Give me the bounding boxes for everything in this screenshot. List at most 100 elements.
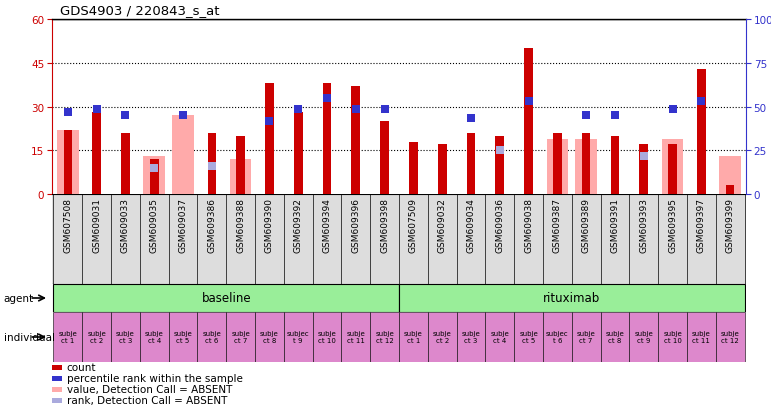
Bar — [380, 122, 389, 195]
Text: subje
ct 6: subje ct 6 — [203, 331, 221, 344]
Text: value, Detection Call = ABSENT: value, Detection Call = ABSENT — [66, 385, 232, 394]
Bar — [553, 133, 562, 195]
Bar — [172, 116, 194, 195]
Bar — [255, 312, 284, 362]
Text: GSM609393: GSM609393 — [639, 197, 648, 252]
Bar — [93, 113, 101, 195]
Bar — [197, 312, 226, 362]
Bar — [524, 49, 533, 195]
Bar — [323, 84, 332, 195]
Bar — [53, 284, 399, 312]
Text: subje
ct 7: subje ct 7 — [231, 331, 250, 344]
Bar — [226, 312, 255, 362]
Bar — [342, 312, 370, 362]
Bar — [547, 139, 568, 195]
Text: subje
ct 7: subje ct 7 — [577, 331, 595, 344]
Text: subje
ct 8: subje ct 8 — [260, 331, 279, 344]
Bar — [514, 312, 543, 362]
Text: GSM609391: GSM609391 — [611, 197, 619, 252]
Bar — [399, 312, 428, 362]
Text: subje
ct 9: subje ct 9 — [635, 331, 653, 344]
Text: GSM609031: GSM609031 — [93, 197, 101, 252]
Text: subje
ct 2: subje ct 2 — [87, 331, 106, 344]
Text: subje
ct 11: subje ct 11 — [346, 331, 365, 344]
Text: baseline: baseline — [201, 292, 251, 305]
Text: rank, Detection Call = ABSENT: rank, Detection Call = ABSENT — [66, 396, 227, 406]
Text: GSM609390: GSM609390 — [265, 197, 274, 252]
Text: subje
ct 3: subje ct 3 — [116, 331, 135, 344]
Bar — [53, 312, 82, 362]
Text: subje
ct 1: subje ct 1 — [404, 331, 423, 344]
Bar — [111, 312, 140, 362]
Bar — [543, 312, 572, 362]
Bar — [697, 69, 705, 195]
Text: subjec
t 9: subjec t 9 — [287, 331, 309, 344]
Text: count: count — [66, 363, 96, 373]
Text: GDS4903 / 220843_s_at: GDS4903 / 220843_s_at — [59, 4, 219, 17]
Text: individual: individual — [4, 332, 55, 342]
Bar — [582, 133, 591, 195]
Bar — [52, 376, 62, 381]
Bar — [496, 136, 504, 195]
Text: subjec
t 6: subjec t 6 — [546, 331, 569, 344]
Bar — [486, 312, 514, 362]
Text: GSM609034: GSM609034 — [466, 197, 476, 252]
Text: subje
ct 3: subje ct 3 — [462, 331, 480, 344]
Bar — [726, 186, 735, 195]
Bar — [409, 142, 418, 195]
Bar — [230, 159, 251, 195]
Bar — [121, 133, 130, 195]
Text: GSM609397: GSM609397 — [697, 197, 706, 252]
Text: GSM609395: GSM609395 — [668, 197, 677, 252]
Bar — [52, 365, 62, 370]
Bar — [52, 387, 62, 392]
Text: subje
ct 5: subje ct 5 — [519, 331, 538, 344]
Bar — [82, 312, 111, 362]
Text: GSM609038: GSM609038 — [524, 197, 533, 252]
Bar — [456, 312, 486, 362]
Bar — [352, 87, 360, 195]
Text: GSM607508: GSM607508 — [63, 197, 72, 252]
Text: GSM609394: GSM609394 — [322, 197, 332, 252]
Text: subje
ct 1: subje ct 1 — [59, 331, 77, 344]
Text: GSM609036: GSM609036 — [495, 197, 504, 252]
Text: GSM609037: GSM609037 — [179, 197, 187, 252]
Text: GSM609392: GSM609392 — [294, 197, 303, 252]
Text: percentile rank within the sample: percentile rank within the sample — [66, 374, 242, 384]
Bar — [601, 312, 629, 362]
Bar — [572, 312, 601, 362]
Bar — [662, 139, 683, 195]
Text: subje
ct 12: subje ct 12 — [375, 331, 394, 344]
Bar — [312, 312, 342, 362]
Text: subje
ct 8: subje ct 8 — [605, 331, 625, 344]
Bar — [370, 312, 399, 362]
Text: subje
ct 11: subje ct 11 — [692, 331, 711, 344]
Text: subje
ct 2: subje ct 2 — [433, 331, 452, 344]
Bar — [466, 133, 475, 195]
Bar — [639, 145, 648, 195]
Bar — [294, 113, 302, 195]
Bar — [207, 133, 216, 195]
Text: GSM609398: GSM609398 — [380, 197, 389, 252]
Bar — [611, 136, 619, 195]
Bar — [428, 312, 456, 362]
Bar — [715, 312, 745, 362]
Bar — [719, 157, 741, 195]
Bar — [438, 145, 446, 195]
Bar — [52, 398, 62, 403]
Text: subje
ct 4: subje ct 4 — [490, 331, 509, 344]
Text: GSM609035: GSM609035 — [150, 197, 159, 252]
Bar — [169, 312, 197, 362]
Bar — [629, 312, 658, 362]
Text: subje
ct 10: subje ct 10 — [663, 331, 682, 344]
Text: agent: agent — [4, 293, 34, 303]
Bar — [575, 139, 597, 195]
Text: rituximab: rituximab — [543, 292, 601, 305]
Bar — [150, 159, 159, 195]
Text: GSM609399: GSM609399 — [726, 197, 735, 252]
Bar — [236, 136, 245, 195]
Text: subje
ct 4: subje ct 4 — [145, 331, 163, 344]
Bar — [658, 312, 687, 362]
Text: GSM607509: GSM607509 — [409, 197, 418, 252]
Bar — [63, 131, 72, 195]
